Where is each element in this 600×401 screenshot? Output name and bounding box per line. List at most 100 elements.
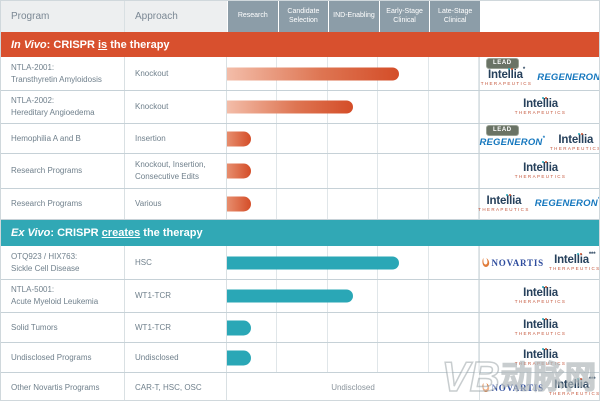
partner-cell: Intellia THERAPEUTICS: [480, 313, 599, 342]
approach-cell: Insertion: [125, 124, 227, 153]
intellia-subtext: THERAPEUTICS: [514, 330, 567, 336]
stage-column-headers: Research Candidate Selection IND-Enablin…: [227, 1, 480, 32]
intellia-dots-icon: [542, 97, 545, 100]
program-indication: Sickle Cell Disease: [11, 263, 80, 273]
banner-text: the therapy: [107, 38, 170, 51]
section-banner-ex-vivo: Ex Vivo: CRISPR creates the therapy: [1, 220, 599, 246]
progress-bar: [227, 196, 251, 212]
banner-text-underlined: is: [98, 38, 108, 51]
progress-bar: [227, 100, 353, 114]
intellia-wordmark: Intellia: [523, 161, 558, 174]
stage-cells: [227, 124, 480, 153]
intellia-wordmark: Intellia: [558, 133, 594, 146]
program-name: NTLA-5001:: [11, 285, 55, 295]
column-header-program: Program: [1, 1, 125, 32]
intellia-wordmark: Intellia: [486, 194, 522, 207]
progress-bar: [227, 289, 353, 303]
intellia-subtext: THERAPEUTICS: [514, 110, 567, 116]
program-cell: Research Programs: [1, 154, 125, 188]
intellia-logo: Intellia*** THERAPEUTICS: [548, 252, 600, 272]
banner-text-underlined: creates: [101, 227, 141, 239]
intellia-subtext: THERAPEUTICS: [548, 390, 600, 396]
approach-cell: Undisclosed: [125, 343, 227, 372]
program-cell: Research Programs: [1, 189, 125, 219]
program-cell: Solid Tumors: [1, 313, 125, 342]
intellia-wordmark: Intellia: [554, 378, 589, 391]
partner-cell: Intellia THERAPEUTICS: [480, 280, 599, 312]
intellia-logo: Intellia THERAPEUTICS: [515, 347, 567, 367]
intellia-subtext: THERAPEUTICS: [480, 80, 533, 86]
approach-cell: Knockout: [125, 91, 227, 123]
intellia-wordmark: Intellia: [523, 97, 558, 110]
table-row: Solid Tumors WT1-TCR Intellia THERAPEUTI…: [1, 313, 599, 343]
approach-cell: Knockout, Insertion, Consecutive Edits: [125, 154, 227, 188]
column-header-partners-empty: [480, 1, 599, 32]
progress-bar: [227, 67, 399, 80]
approach-cell: WT1-TCR: [125, 280, 227, 312]
intellia-wordmark: Intellia: [523, 348, 558, 361]
intellia-logo: Intellia* THERAPEUTICS: [480, 66, 533, 87]
column-header-approach: Approach: [125, 1, 227, 32]
approach-cell: WT1-TCR: [125, 313, 227, 342]
regeneron-wordmark: REGENERON: [479, 137, 543, 149]
intellia-dots-icon: [542, 347, 545, 350]
column-header-late-stage-clinical: Late-Stage Clinical: [429, 1, 480, 32]
banner-text: : CRISPR: [46, 38, 98, 51]
intellia-dots-icon: [577, 132, 580, 135]
stage-cells: [227, 91, 480, 123]
stage-cells: [227, 313, 480, 342]
footnote-marker: **: [598, 197, 599, 203]
header-row: Program Approach Research Candidate Sele…: [1, 1, 599, 32]
intellia-logo: Intellia THERAPEUTICS: [514, 161, 567, 180]
program-cell: NTLA-2001: Transthyretin Amyloidosis: [1, 57, 125, 90]
intellia-logo: Intellia THERAPEUTICS: [515, 286, 567, 305]
intellia-logo: Intellia THERAPEUTICS: [550, 132, 600, 152]
partner-cell: LEAD REGENERON* Intellia THERAPEUTICS: [479, 124, 600, 153]
intellia-dots-icon: [576, 377, 579, 380]
progress-bar: [227, 163, 251, 179]
intellia-logo: Intellia*** THERAPEUTICS: [548, 376, 600, 397]
program-cell: NTLA-2002: Hereditary Angioedema: [1, 91, 125, 123]
stage-cells: [227, 246, 480, 279]
partner-cell: Intellia THERAPEUTICS: [480, 154, 599, 188]
intellia-subtext: THERAPEUTICS: [550, 145, 600, 151]
program-cell: Undisclosed Programs: [1, 343, 125, 372]
intellia-dots-icon: [505, 194, 508, 197]
table-row: Undisclosed Programs Undisclosed Intelli…: [1, 343, 599, 373]
program-name: Other Novartis Programs: [11, 382, 100, 392]
banner-text: In Vivo: [11, 38, 47, 51]
program-indication: Hereditary Angioedema: [11, 108, 95, 117]
program-name: NTLA-2002:: [11, 96, 55, 106]
intellia-dots-icon: [542, 317, 545, 320]
footnote-marker: ***: [588, 376, 596, 383]
banner-text: Ex Vivo: [11, 227, 51, 239]
program-cell: Other Novartis Programs: [1, 373, 125, 400]
approach-cell: CAR-T, HSC, OSC: [125, 373, 227, 400]
table-row: Research Programs Various Intellia THERA…: [1, 189, 599, 220]
undisclosed-stage-cell: Undisclosed: [227, 373, 480, 400]
intellia-dots-icon: [542, 286, 545, 289]
program-name: NTLA-2001:: [11, 62, 55, 72]
partner-cell: NOVARTIS Intellia*** THERAPEUTICS: [480, 246, 600, 279]
banner-text: the therapy: [140, 227, 203, 239]
approach-cell: HSC: [125, 246, 227, 279]
regeneron-logo: REGENERON*: [479, 136, 545, 149]
program-cell: Hemophilia A and B: [1, 124, 125, 153]
intellia-subtext: THERAPEUTICS: [514, 174, 567, 180]
program-name: OTQ923 / HIX763:: [11, 251, 78, 261]
column-header-candidate-selection: Candidate Selection: [277, 1, 329, 32]
stage-cells: [227, 57, 480, 90]
program-name: Hemophilia A and B: [11, 133, 81, 143]
footnote-marker: *: [522, 66, 525, 73]
banner-text: : CRISPR: [50, 227, 102, 239]
intellia-logo: Intellia THERAPEUTICS: [478, 194, 530, 213]
progress-bar: [227, 131, 251, 146]
intellia-wordmark: Intellia: [554, 253, 589, 266]
partner-cell: NOVARTIS Intellia*** THERAPEUTICS: [480, 373, 600, 400]
regeneron-wordmark: REGENERON: [534, 198, 598, 210]
intellia-subtext: THERAPEUTICS: [548, 265, 600, 271]
table-row: Other Novartis Programs CAR-T, HSC, OSC …: [1, 373, 600, 400]
stage-cells: [227, 154, 480, 188]
intellia-dots-icon: [576, 252, 579, 255]
program-name: Undisclosed Programs: [11, 352, 92, 362]
